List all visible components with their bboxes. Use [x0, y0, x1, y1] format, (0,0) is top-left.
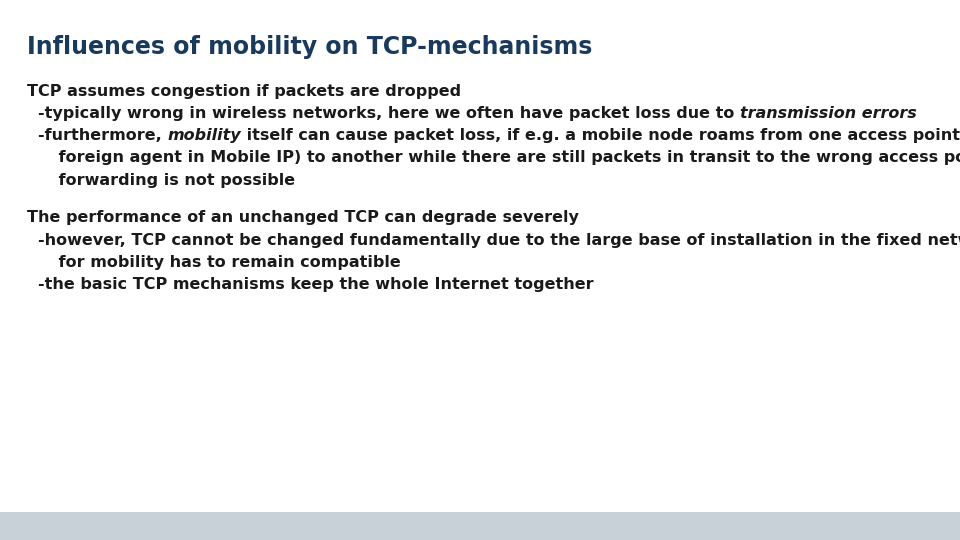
Text: -however, TCP cannot be changed fundamentally due to the large base of installat: -however, TCP cannot be changed fundamen… [38, 233, 960, 247]
Text: transmission errors: transmission errors [740, 106, 917, 121]
Text: forwarding is not possible: forwarding is not possible [53, 173, 295, 187]
Text: 9.5: 9.5 [932, 521, 948, 531]
Text: -typically wrong in wireless networks, here we often have packet loss due to: -typically wrong in wireless networks, h… [38, 106, 740, 121]
Text: mobility: mobility [168, 128, 241, 143]
Text: Influences of mobility on TCP-mechanisms: Influences of mobility on TCP-mechanisms [27, 35, 592, 59]
Text: The performance of an unchanged TCP can degrade severely: The performance of an unchanged TCP can … [27, 211, 579, 225]
Text: itself can cause packet loss, if e.g. a mobile node roams from one access point : itself can cause packet loss, if e.g. a … [241, 128, 960, 143]
Text: -the basic TCP mechanisms keep the whole Internet together: -the basic TCP mechanisms keep the whole… [38, 277, 594, 292]
Text: Prof. Dr.-Ing. Jochen H. Schiller     www.johanschiller.de     MC - 2015: Prof. Dr.-Ing. Jochen H. Schiller www.jo… [12, 521, 366, 531]
Text: TCP assumes congestion if packets are dropped: TCP assumes congestion if packets are dr… [27, 84, 461, 99]
Text: foreign agent in Mobile IP) to another while there are still packets in transit : foreign agent in Mobile IP) to another w… [53, 150, 960, 165]
Text: -furthermore,: -furthermore, [38, 128, 168, 143]
Text: for mobility has to remain compatible: for mobility has to remain compatible [53, 255, 400, 270]
Bar [0, 512, 960, 540]
